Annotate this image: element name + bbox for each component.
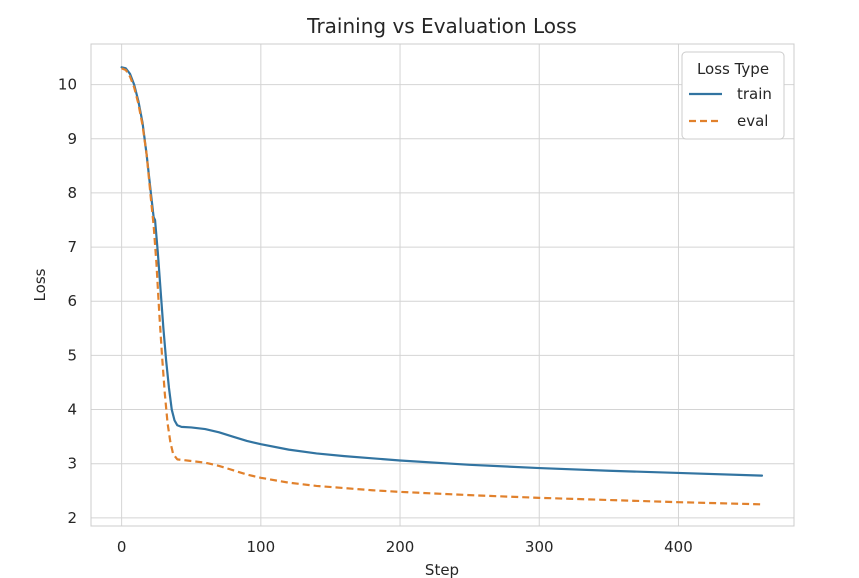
x-tick-label: 400 (664, 538, 693, 556)
x-tick-label: 300 (525, 538, 554, 556)
y-tick-label: 4 (67, 401, 77, 419)
grid (91, 44, 794, 526)
legend-entries: train eval (689, 85, 772, 130)
series-lines (120, 66, 764, 506)
x-tick-label: 0 (117, 538, 127, 556)
tick-labels: 0 100 200 300 400 2 3 4 5 6 7 8 9 10 (58, 76, 693, 556)
y-tick-label: 9 (67, 130, 77, 148)
legend: Loss Type train eval (681, 51, 785, 140)
y-tick-label: 5 (67, 346, 77, 364)
y-tick-label: 6 (67, 292, 77, 310)
series-line-train (120, 66, 764, 477)
y-axis-label: Loss (31, 268, 49, 301)
legend-label-train: train (737, 85, 772, 103)
y-tick-label: 3 (67, 455, 77, 473)
legend-title: Loss Type (697, 60, 769, 78)
legend-label-eval: eval (737, 112, 768, 130)
chart-title: Training vs Evaluation Loss (306, 14, 577, 38)
x-tick-label: 200 (386, 538, 415, 556)
series-line-eval (121, 67, 763, 506)
y-tick-label: 2 (67, 509, 77, 527)
x-axis-label: Step (425, 561, 459, 578)
plot-frame (90, 43, 795, 527)
legend-box (681, 51, 785, 140)
y-tick-label: 8 (67, 184, 77, 202)
y-tick-label: 7 (67, 238, 77, 256)
x-tick-label: 100 (247, 538, 276, 556)
y-tick-label: 10 (58, 76, 77, 94)
